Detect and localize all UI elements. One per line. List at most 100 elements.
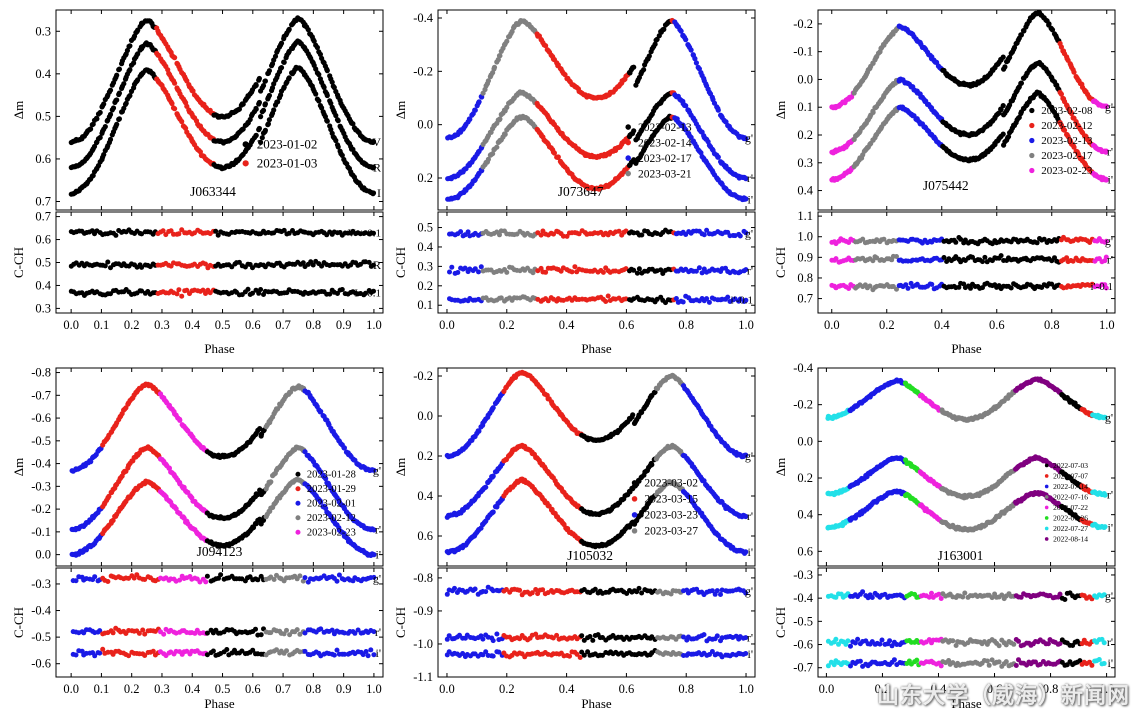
band-label: g' xyxy=(745,131,753,145)
data-point xyxy=(370,138,377,145)
cch-point xyxy=(545,298,551,304)
x-tick-label: 0.2 xyxy=(124,682,140,696)
x-tick-label: 0.8 xyxy=(678,318,694,332)
y-tick-label: -0.3 xyxy=(31,479,51,493)
cch-point xyxy=(696,265,702,271)
cch-point xyxy=(302,630,308,636)
cch-point xyxy=(168,228,174,234)
data-point xyxy=(1065,133,1071,140)
data-point xyxy=(316,71,322,78)
cch-point xyxy=(224,647,230,652)
legend-marker xyxy=(625,139,631,146)
cch-point xyxy=(543,269,549,275)
legend-marker xyxy=(1029,122,1035,129)
cch-level-label: r' xyxy=(375,625,381,639)
data-point xyxy=(1000,103,1006,109)
x-tick-label: 0.1 xyxy=(94,682,110,696)
legend-entry: 2023-01-03 xyxy=(257,156,318,171)
cch-point xyxy=(465,229,471,235)
data-point xyxy=(97,109,103,116)
top-plot-frame xyxy=(55,9,384,211)
y-tick-label: 0.1 xyxy=(417,298,433,312)
cch-point xyxy=(968,285,973,291)
cch-point xyxy=(706,299,712,305)
x-tick-label: 0.4 xyxy=(184,682,200,696)
x-tick-label: 0.4 xyxy=(934,318,950,332)
x-tick-label: 0.6 xyxy=(619,318,635,332)
cch-point xyxy=(329,627,335,633)
data-point xyxy=(116,90,122,96)
cch-point xyxy=(256,290,262,296)
cch-point xyxy=(110,630,116,636)
y-tick-label: 0.6 xyxy=(35,152,51,166)
cch-point xyxy=(636,266,642,272)
cch-point xyxy=(210,648,216,654)
cch-point xyxy=(284,627,289,633)
data-point xyxy=(116,66,122,72)
cch-point xyxy=(136,630,142,636)
cch-point xyxy=(905,285,911,291)
panel-j075442: 0.0 0.2 0.4 0.6 0.8 1.0Phase-0.2-0.10.00.10.2… xyxy=(773,9,1116,356)
cch-point xyxy=(538,232,544,238)
y-tick-label: -0.8 xyxy=(31,366,51,380)
cch-point xyxy=(631,267,637,273)
cch-point xyxy=(150,648,156,654)
cch-point xyxy=(572,264,578,270)
data-point xyxy=(258,114,264,120)
x-tick-label: 0.9 xyxy=(336,318,352,332)
data-point xyxy=(502,131,508,137)
data-point xyxy=(258,139,264,145)
light-curve-points xyxy=(69,381,377,559)
cch-point xyxy=(737,233,743,239)
cch-point xyxy=(297,573,303,579)
cch-point xyxy=(504,269,510,275)
data-point xyxy=(490,151,496,157)
data-point xyxy=(316,98,322,104)
data-point xyxy=(562,72,568,78)
legend-marker xyxy=(242,141,249,148)
data-point xyxy=(240,101,246,107)
cch-point xyxy=(100,646,106,652)
data-point xyxy=(678,28,684,34)
cch-level-label: I - 0.1 xyxy=(354,287,381,299)
x-tick-label: 0.1 xyxy=(94,318,110,332)
cch-point xyxy=(161,631,167,637)
star-name-label: J094123 xyxy=(197,544,243,559)
y-tick-label: -0.6 xyxy=(31,657,51,671)
data-point xyxy=(319,105,325,111)
legend-marker xyxy=(625,170,631,177)
band-label: g' xyxy=(1105,100,1113,114)
top-plot-frame xyxy=(817,9,1116,211)
band-label: i' xyxy=(376,548,382,562)
data-point xyxy=(688,47,694,53)
data-point xyxy=(266,92,272,99)
cch-point xyxy=(331,652,337,658)
data-point xyxy=(127,67,133,73)
cch-point xyxy=(140,627,146,633)
cch-point xyxy=(962,237,968,243)
data-point xyxy=(179,118,185,125)
cch-point xyxy=(1103,238,1109,244)
bottom-plot-frame xyxy=(55,567,384,678)
cch-point xyxy=(743,230,749,236)
data-point xyxy=(262,101,268,107)
y-tick-label: 0.0 xyxy=(797,72,813,86)
cch-point xyxy=(171,231,176,237)
data-point xyxy=(370,190,377,196)
data-point xyxy=(743,136,749,142)
y-tick-label: 0.9 xyxy=(797,250,813,264)
data-point xyxy=(262,78,268,84)
data-point xyxy=(271,81,277,87)
x-axis-label: Phase xyxy=(581,341,612,356)
cch-point xyxy=(956,284,962,290)
cch-point xyxy=(371,629,377,635)
light-curve-points xyxy=(829,10,1109,183)
data-point xyxy=(1021,28,1027,34)
cch-point xyxy=(1041,236,1047,242)
cch-point xyxy=(318,626,324,632)
data-point xyxy=(318,499,324,505)
y-tick-label: 0.3 xyxy=(797,156,813,170)
data-point xyxy=(715,107,721,113)
y-tick-label: 0.7 xyxy=(797,292,813,306)
